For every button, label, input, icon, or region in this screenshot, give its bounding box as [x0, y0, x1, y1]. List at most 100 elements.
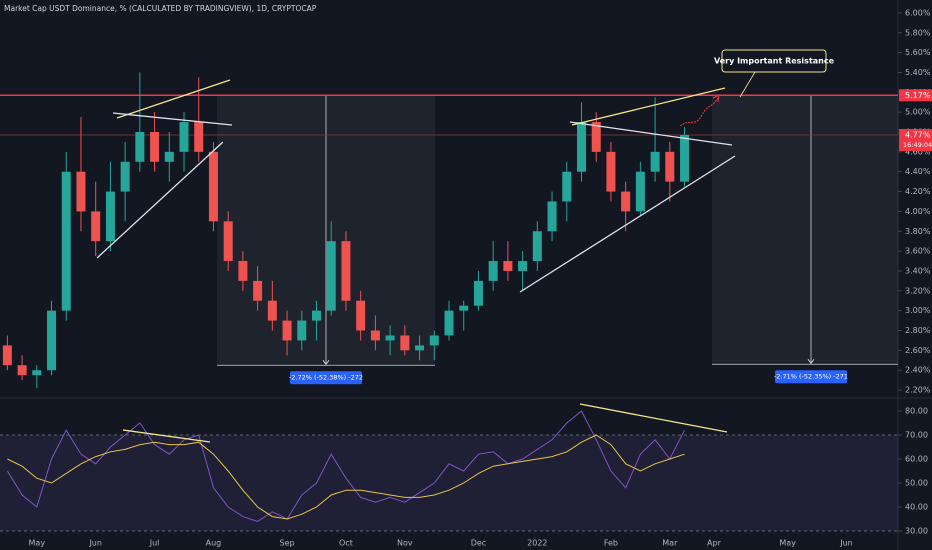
y-tick-label: 3.60% [905, 247, 931, 256]
measure-arrowhead [322, 359, 330, 366]
candle-body [518, 261, 528, 271]
trendline [569, 121, 733, 146]
candle-body [488, 261, 498, 281]
candle-body [32, 370, 42, 376]
x-tick-label: Mar [662, 539, 678, 548]
candle-body [120, 161, 130, 192]
candle-body [238, 261, 248, 281]
candle-body [370, 330, 380, 341]
y-tick-label: 40.00 [905, 503, 928, 512]
measure-label-bg [775, 370, 847, 384]
candle-body [312, 310, 322, 321]
projection-arrow [679, 97, 719, 127]
y-tick-label: 2.40% [905, 366, 931, 375]
y-tick-label: 5.80% [905, 28, 931, 37]
measure-label: -2.72% (-52.38%) -272 [289, 374, 363, 382]
y-tick-label: 4.40% [905, 167, 931, 176]
x-tick-label: Jun [839, 539, 853, 548]
candle-body [164, 151, 174, 162]
candle-body [356, 300, 366, 331]
y-tick-label: 70.00 [905, 431, 928, 440]
trendline [122, 429, 211, 443]
candle-body [267, 300, 277, 321]
candle-body [47, 310, 57, 371]
candle-body [341, 241, 351, 301]
y-tick-label: 2.60% [905, 346, 931, 355]
candle-body [562, 171, 572, 202]
candle-body [606, 151, 616, 192]
candle-body [150, 132, 160, 162]
y-tick-label: 3.80% [905, 227, 931, 236]
candle-body [650, 151, 660, 172]
candle-body [223, 221, 233, 262]
x-tick-label: Jun [88, 539, 102, 548]
projection-arrowhead [712, 94, 720, 103]
trendline [96, 141, 224, 259]
y-tick-label: 5.40% [905, 68, 931, 77]
countdown: 16:49:04 [903, 141, 932, 149]
trendline [571, 87, 726, 126]
y-tick-label: 60.00 [905, 455, 928, 464]
resistance-label-bg [899, 89, 932, 102]
candle-body [415, 345, 425, 351]
y-tick-label: 3.20% [905, 286, 931, 295]
measure-box [712, 95, 898, 365]
x-tick-label: Oct [339, 539, 353, 548]
candle-body [179, 122, 189, 152]
x-tick-label: Dec [471, 539, 486, 548]
candle-body [503, 261, 513, 271]
callout-box [721, 49, 827, 73]
trendline [579, 403, 728, 433]
x-tick-label: May [779, 539, 796, 548]
x-tick-label: Jul [149, 539, 160, 548]
rsi-line [7, 434, 685, 520]
rsi-line [6, 410, 685, 522]
candle-body [17, 365, 27, 376]
y-tick-label: 5.60% [905, 48, 931, 57]
measure-arrowhead [807, 358, 815, 365]
y-tick-label: 4.00% [905, 207, 931, 216]
candle-body [91, 211, 101, 242]
last-price-bg [899, 128, 932, 151]
candle-body [253, 280, 263, 301]
chart-title: Market Cap USDT Dominance, % (CALCULATED… [4, 4, 317, 13]
candle-body [621, 191, 631, 212]
trendline [116, 79, 231, 119]
plot: 2.20% 2.40% 2.60% 2.80% 3.00% 3.20% 3.40% 3.60%… [0, 8, 932, 548]
measure-label-bg [290, 371, 362, 385]
trendline [112, 112, 233, 126]
callout-text: Very Important Resistance [714, 57, 835, 66]
candle-body [400, 335, 410, 351]
candle-body [385, 335, 395, 341]
candle-body [326, 241, 336, 311]
y-tick-label: 4.20% [905, 187, 931, 196]
y-tick-label: 50.00 [905, 479, 928, 488]
y-tick-label: 4.60% [905, 147, 931, 156]
y-tick-label: 6.00% [905, 8, 931, 17]
measure-label: -2.71% (-52.35%) -271 [774, 373, 848, 381]
candle-body [473, 280, 483, 306]
candle-body [61, 171, 71, 311]
candle-body [429, 335, 439, 346]
y-tick-label: 30.00 [905, 527, 928, 536]
y-tick-label: 3.40% [905, 266, 931, 275]
y-tick-label: 80.00 [905, 407, 928, 416]
candle-body [591, 122, 601, 152]
candle-body [532, 231, 542, 262]
x-tick-label: Aug [206, 539, 222, 548]
candle-body [282, 320, 292, 341]
x-tick-label: 2022 [527, 539, 547, 548]
x-tick-label: Sep [280, 539, 295, 548]
candle-body [76, 171, 86, 212]
x-tick-label: Nov [397, 539, 413, 548]
resistance-label: 5.17% [905, 91, 931, 100]
candle-body [135, 132, 145, 162]
candle-body [208, 151, 218, 222]
rsi-band [0, 435, 898, 532]
candle-body [635, 171, 645, 212]
candle-body [105, 191, 115, 242]
candle-body [547, 201, 557, 232]
candle-body [459, 305, 469, 311]
